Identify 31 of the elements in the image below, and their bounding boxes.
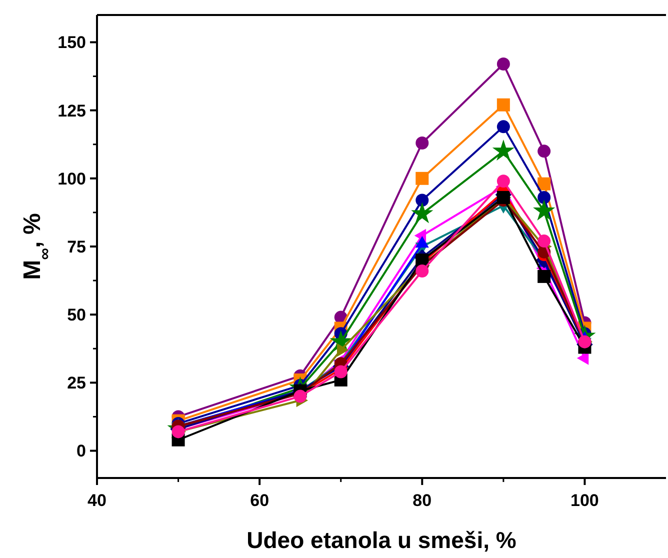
point	[496, 190, 510, 204]
point	[411, 202, 434, 224]
x-tick-label: 40	[88, 491, 106, 510]
point	[416, 136, 429, 150]
point	[416, 172, 429, 185]
point	[538, 177, 551, 190]
y-tick-label: 50	[67, 306, 86, 325]
point	[533, 199, 556, 221]
y-tick-label: 125	[58, 101, 86, 120]
point	[334, 365, 348, 378]
point	[496, 120, 510, 134]
y-tick-label: 150	[58, 33, 86, 52]
point	[416, 194, 429, 207]
point	[294, 390, 307, 403]
y-tick-label: 0	[76, 442, 86, 461]
x-tick-label: 100	[570, 491, 599, 510]
point	[538, 270, 551, 283]
x-tick-label: 60	[250, 491, 270, 510]
x-tick-label: 80	[412, 491, 432, 510]
point	[538, 234, 551, 248]
y-tick-label: 75	[67, 237, 86, 256]
point	[496, 174, 510, 188]
x-axis-title: Udeo etanola u smeši, %	[246, 527, 516, 553]
y-tick-label: 25	[67, 374, 86, 393]
point	[496, 58, 510, 71]
point	[416, 264, 429, 278]
point	[538, 190, 551, 204]
point	[538, 144, 551, 158]
point	[496, 98, 510, 112]
y-tick-label: 100	[58, 169, 86, 188]
point	[492, 140, 514, 161]
